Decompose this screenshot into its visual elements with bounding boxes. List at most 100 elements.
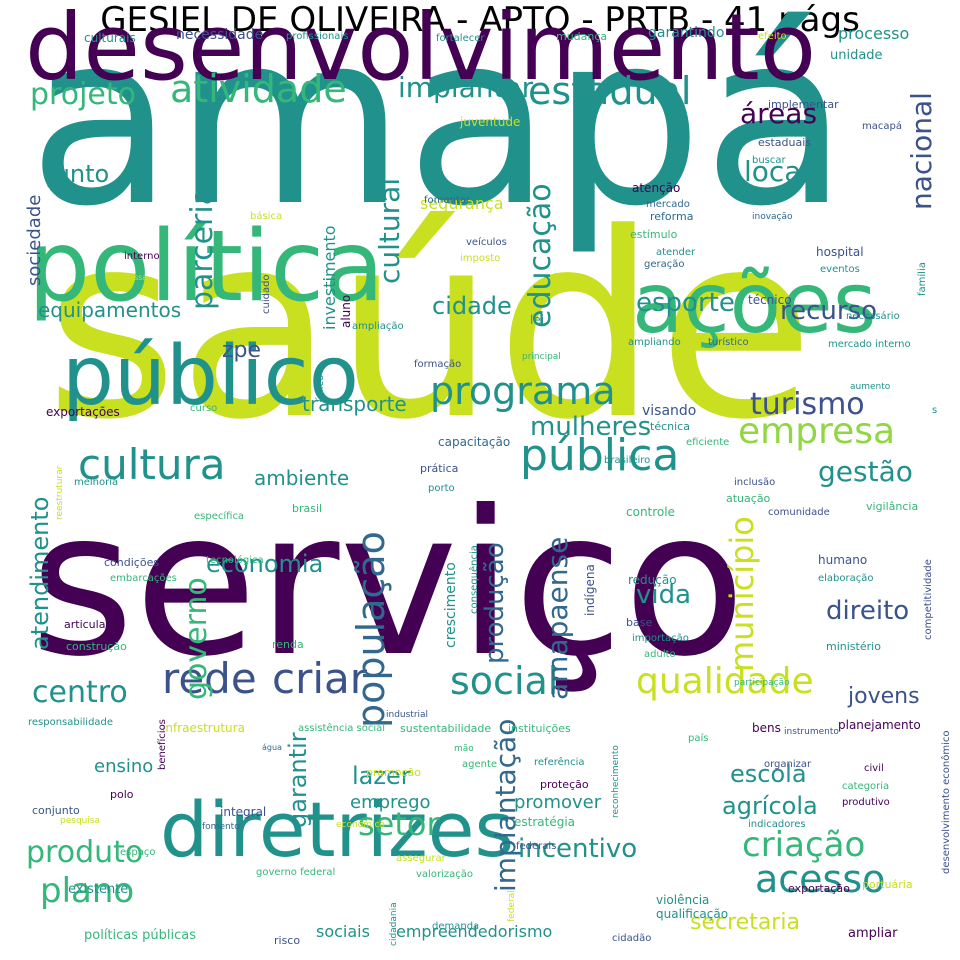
word-producao: produção <box>480 542 510 664</box>
word-planejamento: planejamento <box>838 718 921 732</box>
word-centro: centro <box>32 675 128 710</box>
word-pesquisa: pesquisa <box>60 816 101 826</box>
word-desenvolvimento-economico: desenvolvimento econômico <box>941 730 952 874</box>
word-direito: direito <box>826 596 910 626</box>
word-mercado-interno: mercado interno <box>828 339 911 350</box>
word-esporte: esporte <box>636 288 735 318</box>
word-embarcacoes: embarcações <box>110 573 177 584</box>
word-areas: áreas <box>740 97 818 130</box>
word-categoria: categoria <box>842 781 890 792</box>
word-federal: federal <box>507 890 517 922</box>
word-programa: programa <box>430 369 616 413</box>
word-criar: criar <box>272 654 368 703</box>
page-title: GESIEL DE OLIVEIRA - APTO - PRTB - 41 pá… <box>100 0 860 40</box>
word-reestruturar: reestruturar <box>55 465 65 520</box>
word-cidadania: cidadania <box>389 902 399 946</box>
word-veiculos: veículos <box>466 237 507 248</box>
word-vida: vida <box>636 580 692 610</box>
word-implementar: implementar <box>768 98 839 111</box>
word-culturais: culturais <box>84 31 136 45</box>
word-desenvolvimento: desenvolvimento <box>25 0 817 101</box>
word-agua: água <box>262 743 282 752</box>
word-responsabilidade: responsabilidade <box>28 717 114 728</box>
word-cultura: cultura <box>78 440 226 489</box>
word-inclusao: inclusão <box>734 477 776 488</box>
word-ampliar: ampliar <box>848 926 898 941</box>
word-portuaria: portuária <box>862 878 913 891</box>
word-demanda: demanda <box>432 921 480 932</box>
word-sociais: sociais <box>316 922 370 941</box>
word-necessario: necessário <box>846 311 900 322</box>
word-lei: lei <box>530 313 545 327</box>
word-risco: risco <box>274 934 301 947</box>
word-projeto: projeto <box>30 77 136 112</box>
word-ampliando: ampliando <box>628 337 681 348</box>
word-necessidade: necessidade <box>176 27 264 43</box>
word-condicoes: condições <box>104 556 160 569</box>
word-estrategia: estratégia <box>514 815 576 829</box>
word-polo: polo <box>110 788 134 801</box>
word-beneficios: benefícios <box>157 719 168 770</box>
word-organizar: organizar <box>764 759 812 770</box>
word-familia: família <box>917 262 928 296</box>
word-conjunto: conjunto <box>32 804 80 817</box>
word-indicadores: indicadores <box>748 819 806 830</box>
word-estimulo: estímulo <box>630 228 678 241</box>
word-s: s <box>932 405 938 416</box>
word-atividade: atividade <box>170 67 347 111</box>
word-politica: política <box>28 210 385 324</box>
word-exportacoes: exportações <box>46 405 120 419</box>
word-humano: humano <box>818 553 868 567</box>
word-social: social <box>450 659 559 703</box>
word-economia: economia <box>206 550 324 578</box>
word-cidade: cidade <box>432 292 512 320</box>
word-atender: atender <box>656 247 696 258</box>
word-mulheres: mulheres <box>530 412 652 442</box>
word-ensino: ensino <box>94 756 154 777</box>
word-visando: visando <box>642 403 697 419</box>
word-promocao: promoção <box>366 766 421 779</box>
word-educacao: educação <box>523 183 558 328</box>
word-civil: civil <box>864 763 884 774</box>
word-indigena: indígena <box>583 564 597 616</box>
word-recurso: recurso <box>780 296 878 326</box>
word-protecao: proteção <box>540 778 589 791</box>
word-hospital: hospital <box>816 245 864 259</box>
word-mao: mão <box>454 744 474 754</box>
word-controle: controle <box>626 505 675 519</box>
word-eventos: eventos <box>820 264 860 275</box>
word-formacao: formação <box>414 359 462 370</box>
word-empresa: empresa <box>738 411 896 452</box>
word-adulto: adulto <box>644 649 676 660</box>
word-equipamentos: equipamentos <box>38 298 182 322</box>
word-governo-federal: governo federal <box>256 867 336 878</box>
word-tecnologica: tecnológica <box>206 555 264 566</box>
word-reconhecimento: reconhecimento <box>611 745 621 818</box>
word-principal: principal <box>522 352 561 362</box>
word-setor: setor <box>358 805 440 843</box>
word-incentivo: incentivo <box>518 834 638 864</box>
word-garantindo: garantindo <box>648 25 725 41</box>
word-plano: plano <box>40 871 135 911</box>
word-macapa: macapá <box>862 121 902 132</box>
word-articulacao: articulação <box>64 618 125 631</box>
word-turistico: turístico <box>708 337 749 348</box>
word-economico: econômico <box>336 820 385 830</box>
word-zpe: zpe <box>222 338 262 363</box>
word-acesso: acesso <box>755 857 886 901</box>
word-estaduais: estaduais <box>758 136 812 149</box>
word-acoes: ações <box>632 254 877 352</box>
word-violencia: violência <box>656 893 710 907</box>
word-mercado: mercado <box>646 199 690 210</box>
word-privada: privada <box>112 124 150 135</box>
word-escola: escola <box>730 760 807 788</box>
word-aumento: aumento <box>850 382 891 392</box>
word-melhoria: melhoria <box>74 477 119 488</box>
word-inovacao: inovação <box>752 212 793 222</box>
word-atendimento: atendimento <box>26 496 54 650</box>
word-cidadao: cidadão <box>612 933 652 944</box>
word-base: base <box>626 616 653 629</box>
word-ampliacao: ampliação <box>352 321 404 332</box>
word-emprego: emprego <box>350 792 431 813</box>
